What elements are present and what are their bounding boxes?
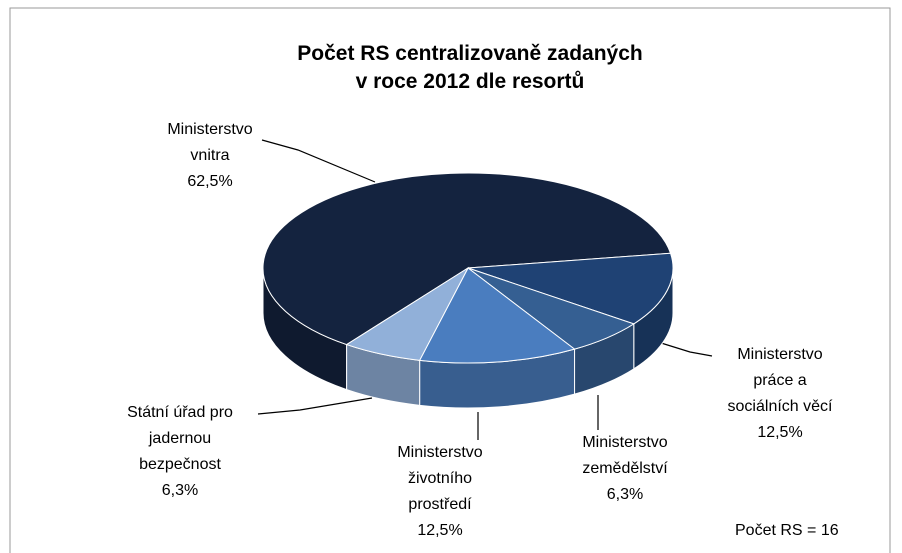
- slice-label: Ministerstvo práce a sociálních věcí: [727, 346, 833, 415]
- frame: [9, 7, 891, 553]
- value-label: 6,3%: [606, 486, 644, 503]
- slice-label: Ministerstvo vnitra: [167, 121, 253, 164]
- value-label: 6,3%: [161, 482, 199, 499]
- value-label: 62,5%: [187, 173, 233, 190]
- leader-line: [261, 139, 376, 183]
- slice-label: Ministerstvo zemědělství: [582, 434, 668, 477]
- annotation: Počet RS = 16: [735, 522, 839, 539]
- chart-title: Počet RS centralizovaně zadaných v roce …: [297, 42, 643, 93]
- leader-lines: [257, 139, 713, 440]
- value-label: 12,5%: [757, 424, 803, 441]
- pie: [262, 172, 674, 409]
- slice-label: Ministerstvo životního prostředí: [397, 444, 483, 513]
- leader-line: [257, 397, 373, 415]
- slice: [345, 266, 470, 361]
- slice: [467, 252, 674, 325]
- slice-label: Státní úřad pro jadernou bezpečnost: [127, 404, 233, 473]
- slice: [418, 267, 576, 364]
- slice: [262, 172, 672, 346]
- value-label: 12,5%: [417, 522, 463, 539]
